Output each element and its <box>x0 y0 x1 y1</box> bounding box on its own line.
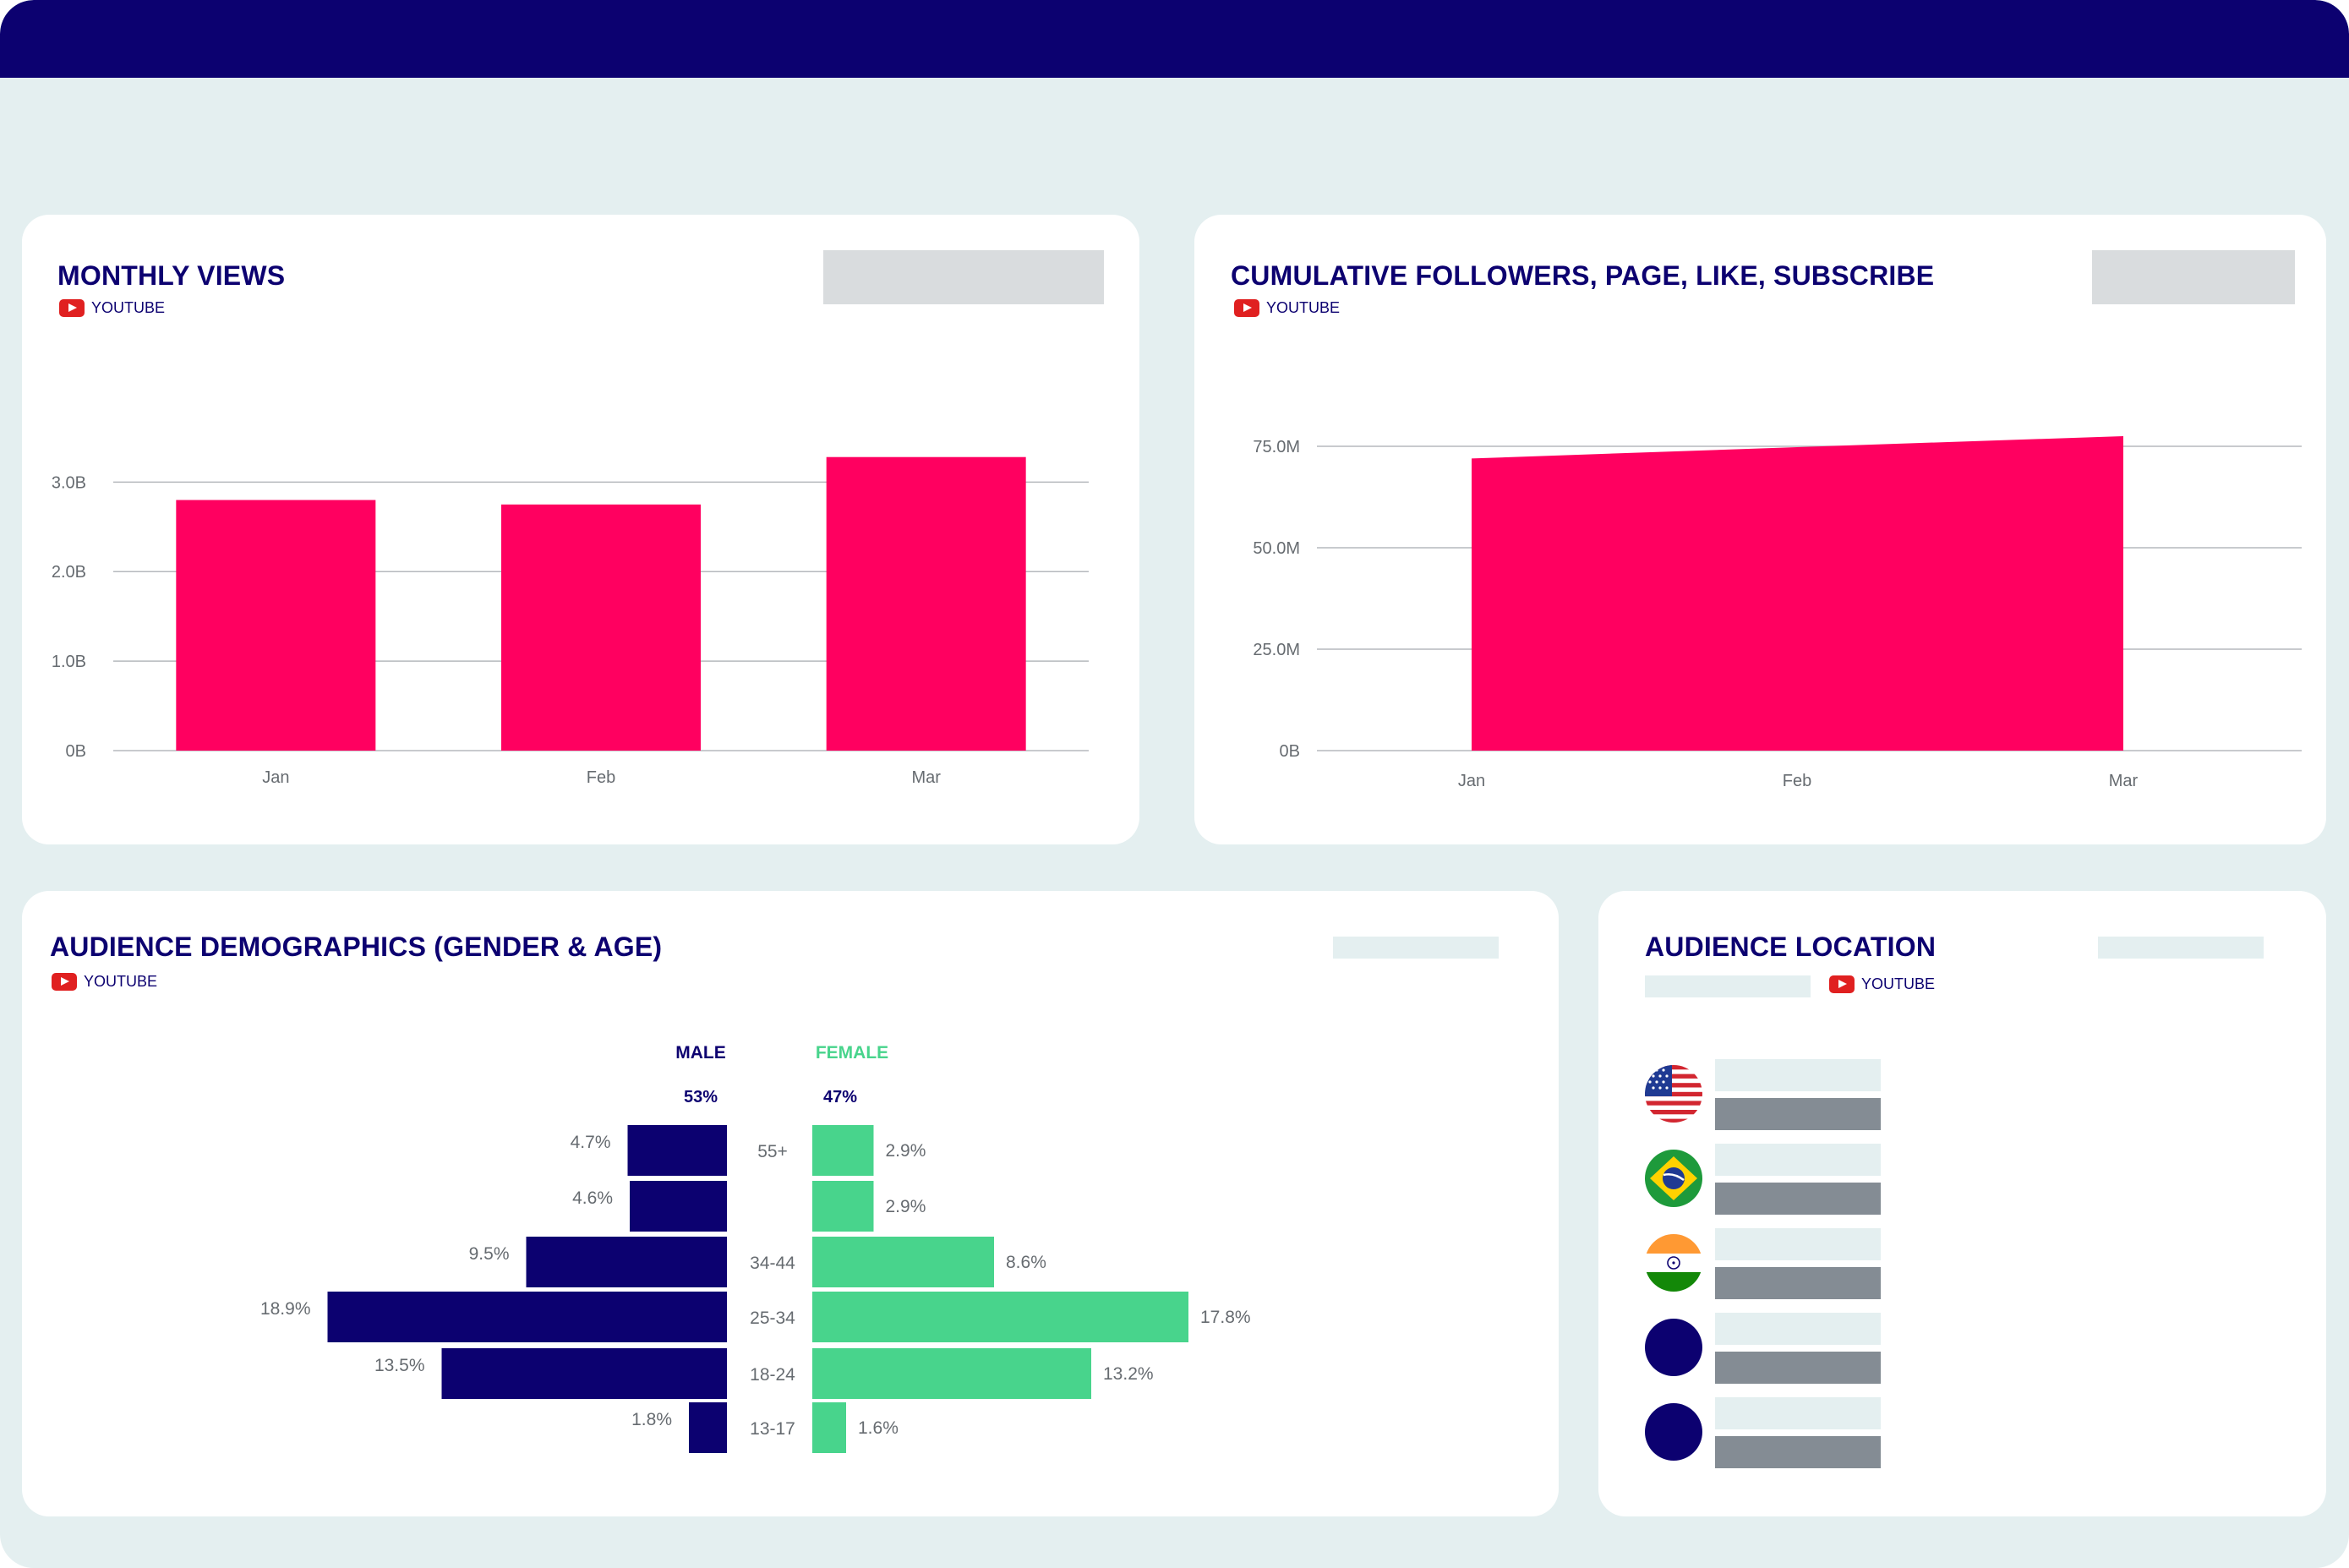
y-tick-label: 2.0B <box>52 563 86 582</box>
country-value-placeholder <box>1715 1183 1881 1215</box>
filter-placeholder[interactable] <box>1333 937 1499 959</box>
filter-placeholder[interactable] <box>2092 250 2295 304</box>
youtube-icon <box>1234 299 1259 317</box>
female-bar <box>812 1237 994 1287</box>
cumulative-followers-chart: 0B 25.0M 50.0M 75.0M Jan Feb Mar <box>1253 436 2302 790</box>
female-value-label: 1.6% <box>858 1418 899 1438</box>
male-value-label: 4.6% <box>572 1188 613 1208</box>
male-bar <box>627 1125 727 1176</box>
country-name-placeholder <box>1715 1313 1881 1345</box>
bar <box>826 456 1026 751</box>
subtitle-placeholder <box>1645 975 1811 997</box>
youtube-icon <box>52 973 77 991</box>
female-value-label: 8.6% <box>1006 1253 1046 1272</box>
x-tick-label: Feb <box>587 768 615 787</box>
card-title: AUDIENCE LOCATION <box>1645 932 1937 962</box>
female-bar <box>812 1292 1188 1342</box>
united-states-flag-icon <box>1645 1065 1702 1123</box>
y-tick-label: 0B <box>1280 742 1300 761</box>
x-tick-label: Mar <box>911 768 941 787</box>
top-bar <box>0 0 2349 78</box>
male-value-label: 1.8% <box>631 1410 672 1429</box>
source-text: YOUTUBE <box>1861 975 1936 992</box>
x-tick-label: Mar <box>2109 772 2139 790</box>
card-title: AUDIENCE DEMOGRAPHICS (GENDER & AGE) <box>50 932 663 962</box>
filter-placeholder[interactable] <box>2098 937 2264 959</box>
youtube-icon <box>1829 975 1855 993</box>
country-value-placeholder <box>1715 1436 1881 1468</box>
filter-placeholder[interactable] <box>823 250 1104 304</box>
female-legend-label: FEMALE <box>816 1043 888 1063</box>
male-value-label: 9.5% <box>469 1244 510 1264</box>
audience-location-card: AUDIENCE LOCATION YOUTUBE <box>1598 891 2326 1516</box>
monthly-views-chart: 0B 1.0B 2.0B 3.0B Jan Feb Mar <box>52 456 1089 787</box>
x-tick-label: Jan <box>262 768 289 787</box>
male-legend-label: MALE <box>675 1043 726 1063</box>
female-bar <box>812 1348 1091 1399</box>
y-tick-label: 25.0M <box>1253 641 1300 659</box>
female-bar <box>812 1402 846 1453</box>
x-tick-label: Jan <box>1458 772 1485 790</box>
x-tick-label: Feb <box>1783 772 1811 790</box>
female-value-label: 13.2% <box>1103 1364 1154 1384</box>
brazil-flag-icon <box>1645 1150 1702 1207</box>
audience-demographics-card: AUDIENCE DEMOGRAPHICS (GENDER & AGE) YOU… <box>22 891 1559 1516</box>
female-value-label: 2.9% <box>886 1197 926 1216</box>
female-value-label: 2.9% <box>886 1141 926 1161</box>
male-total: 53% <box>684 1088 718 1106</box>
y-tick-label: 0B <box>66 742 86 761</box>
female-bar <box>812 1181 874 1232</box>
male-bar <box>630 1181 727 1232</box>
male-value-label: 13.5% <box>374 1356 425 1375</box>
y-tick-label: 1.0B <box>52 653 86 671</box>
navy-circle-icon <box>1645 1403 1702 1461</box>
male-bar <box>526 1237 727 1287</box>
female-value-label: 17.8% <box>1200 1308 1251 1327</box>
source-text: YOUTUBE <box>1266 299 1341 316</box>
source-label: YOUTUBE <box>1234 299 1340 317</box>
navy-circle-icon <box>1645 1319 1702 1376</box>
country-name-placeholder <box>1715 1228 1881 1260</box>
y-tick-label: 3.0B <box>52 473 86 492</box>
age-group-label: 25-34 <box>750 1308 795 1328</box>
country-value-placeholder <box>1715 1267 1881 1299</box>
source-text: YOUTUBE <box>84 973 158 990</box>
source-text: YOUTUBE <box>91 299 166 316</box>
age-group-label: 34-44 <box>750 1254 795 1273</box>
male-bar <box>689 1402 727 1453</box>
demographics-chart: MALE FEMALE 53% 47% 4.7% 2.9% 55+ 4.6% 2.9% 9.5% 8… <box>260 1043 1251 1453</box>
male-value-label: 18.9% <box>260 1299 311 1319</box>
female-total: 47% <box>823 1088 857 1106</box>
y-tick-label: 50.0M <box>1253 539 1300 558</box>
monthly-views-card: MONTHLY VIEWS YOUTUBE 0B 1.0B 2.0B 3.0B Jan F… <box>22 215 1139 844</box>
age-group-label: 13-17 <box>750 1419 795 1439</box>
india-flag-icon <box>1645 1234 1702 1292</box>
bar <box>501 504 701 751</box>
country-name-placeholder <box>1715 1144 1881 1176</box>
country-value-placeholder <box>1715 1098 1881 1130</box>
cumulative-followers-card: CUMULATIVE FOLLOWERS, PAGE, LIKE, SUBSCR… <box>1194 215 2326 844</box>
male-bar <box>327 1292 727 1342</box>
age-group-label: 18-24 <box>750 1365 795 1385</box>
male-value-label: 4.7% <box>571 1133 611 1152</box>
country-name-placeholder <box>1715 1059 1881 1091</box>
male-bar <box>441 1348 727 1399</box>
age-group-label: 55+ <box>757 1142 788 1161</box>
female-bar <box>812 1125 874 1176</box>
card-title: CUMULATIVE FOLLOWERS, PAGE, LIKE, SUBSCR… <box>1231 260 1935 291</box>
area-series <box>1472 436 2123 751</box>
source-label: YOUTUBE <box>52 973 157 991</box>
y-tick-label: 75.0M <box>1253 438 1300 456</box>
bar <box>176 500 376 751</box>
source-label: YOUTUBE <box>59 299 165 317</box>
card-title: MONTHLY VIEWS <box>57 260 286 291</box>
source-label: YOUTUBE <box>1829 975 1935 993</box>
youtube-icon <box>59 299 85 317</box>
country-name-placeholder <box>1715 1397 1881 1429</box>
country-value-placeholder <box>1715 1352 1881 1384</box>
